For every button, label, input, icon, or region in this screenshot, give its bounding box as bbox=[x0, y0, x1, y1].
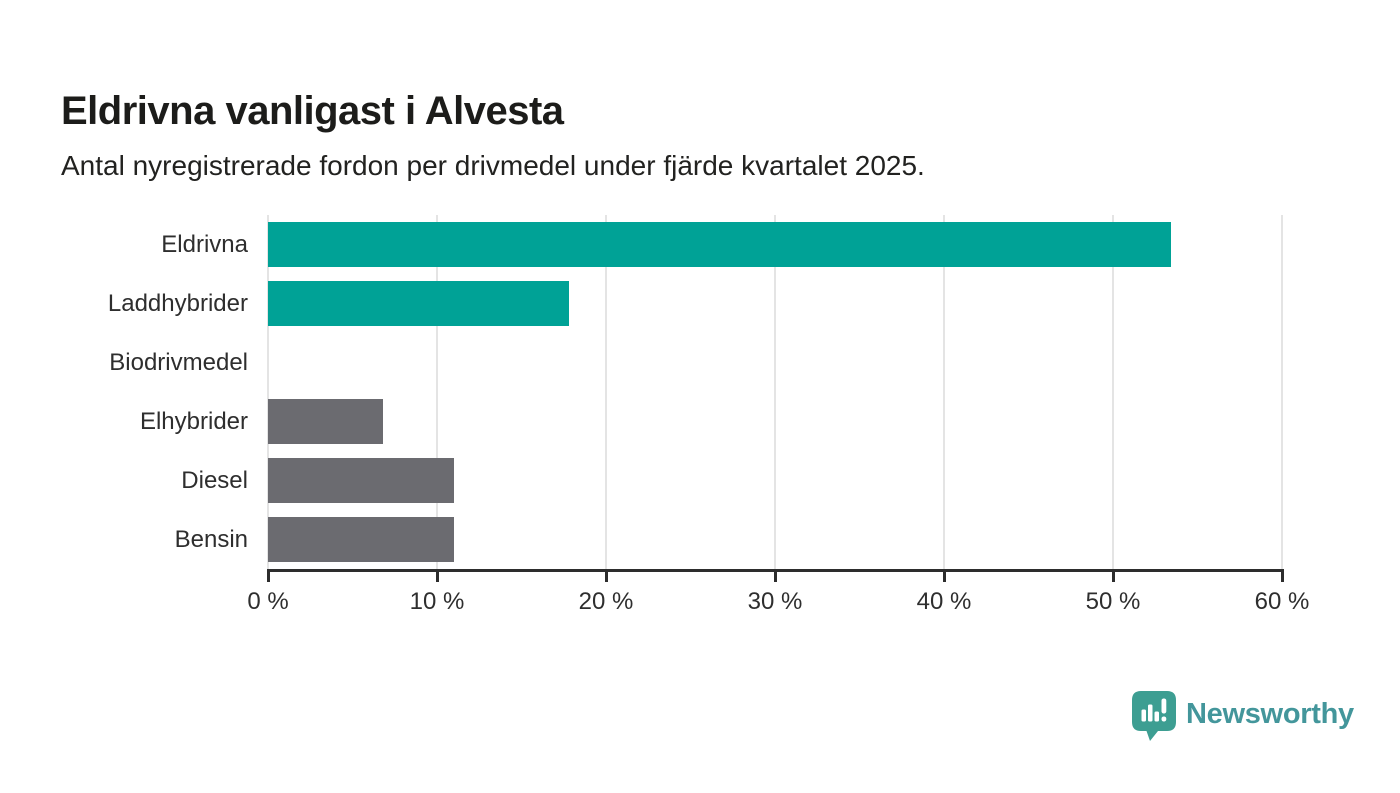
gridline bbox=[436, 215, 438, 569]
x-axis-tick-label: 60 % bbox=[1254, 588, 1310, 615]
x-axis-tick bbox=[942, 569, 946, 582]
x-axis-tick-label: 20 % bbox=[578, 588, 634, 615]
bar-laddhybrider bbox=[268, 281, 569, 326]
category-label: Biodrivmedel bbox=[109, 348, 248, 376]
bar-diesel bbox=[268, 458, 454, 503]
x-axis-tick-label: 40 % bbox=[916, 588, 972, 615]
gridline bbox=[267, 215, 269, 569]
bar-eldrivna bbox=[268, 222, 1171, 267]
bar-bensin bbox=[268, 517, 454, 562]
category-label: Bensin bbox=[174, 525, 248, 553]
x-axis-tick bbox=[604, 569, 608, 582]
gridline bbox=[1281, 215, 1283, 569]
gridline bbox=[943, 215, 945, 569]
x-axis-tick bbox=[266, 569, 270, 582]
newsworthy-logo: Newsworthy bbox=[1131, 690, 1354, 742]
gridline bbox=[605, 215, 607, 569]
x-axis-tick bbox=[773, 569, 777, 582]
category-label: Eldrivna bbox=[161, 230, 248, 258]
x-axis-tick bbox=[1111, 569, 1115, 582]
category-label: Laddhybrider bbox=[107, 289, 248, 317]
x-axis-tick-label: 0 % bbox=[247, 588, 289, 615]
gridline bbox=[1112, 215, 1114, 569]
bar-elhybrider bbox=[268, 399, 383, 444]
category-label: Elhybrider bbox=[139, 407, 248, 435]
x-axis-tick-label: 30 % bbox=[747, 588, 803, 615]
chart-subtitle: Antal nyregistrerade fordon per drivmede… bbox=[61, 150, 925, 181]
x-axis-tick-label: 50 % bbox=[1085, 588, 1141, 615]
x-axis-tick-label: 10 % bbox=[409, 588, 465, 615]
newsworthy-brand-text: Newsworthy bbox=[1186, 697, 1354, 730]
x-axis-tick bbox=[1280, 569, 1284, 582]
category-label: Diesel bbox=[181, 466, 248, 494]
newsworthy-pin-barchart-icon bbox=[1132, 691, 1176, 741]
page-title: Eldrivna vanligast i Alvesta bbox=[61, 88, 564, 133]
gridline bbox=[774, 215, 776, 569]
x-axis-tick bbox=[435, 569, 439, 582]
